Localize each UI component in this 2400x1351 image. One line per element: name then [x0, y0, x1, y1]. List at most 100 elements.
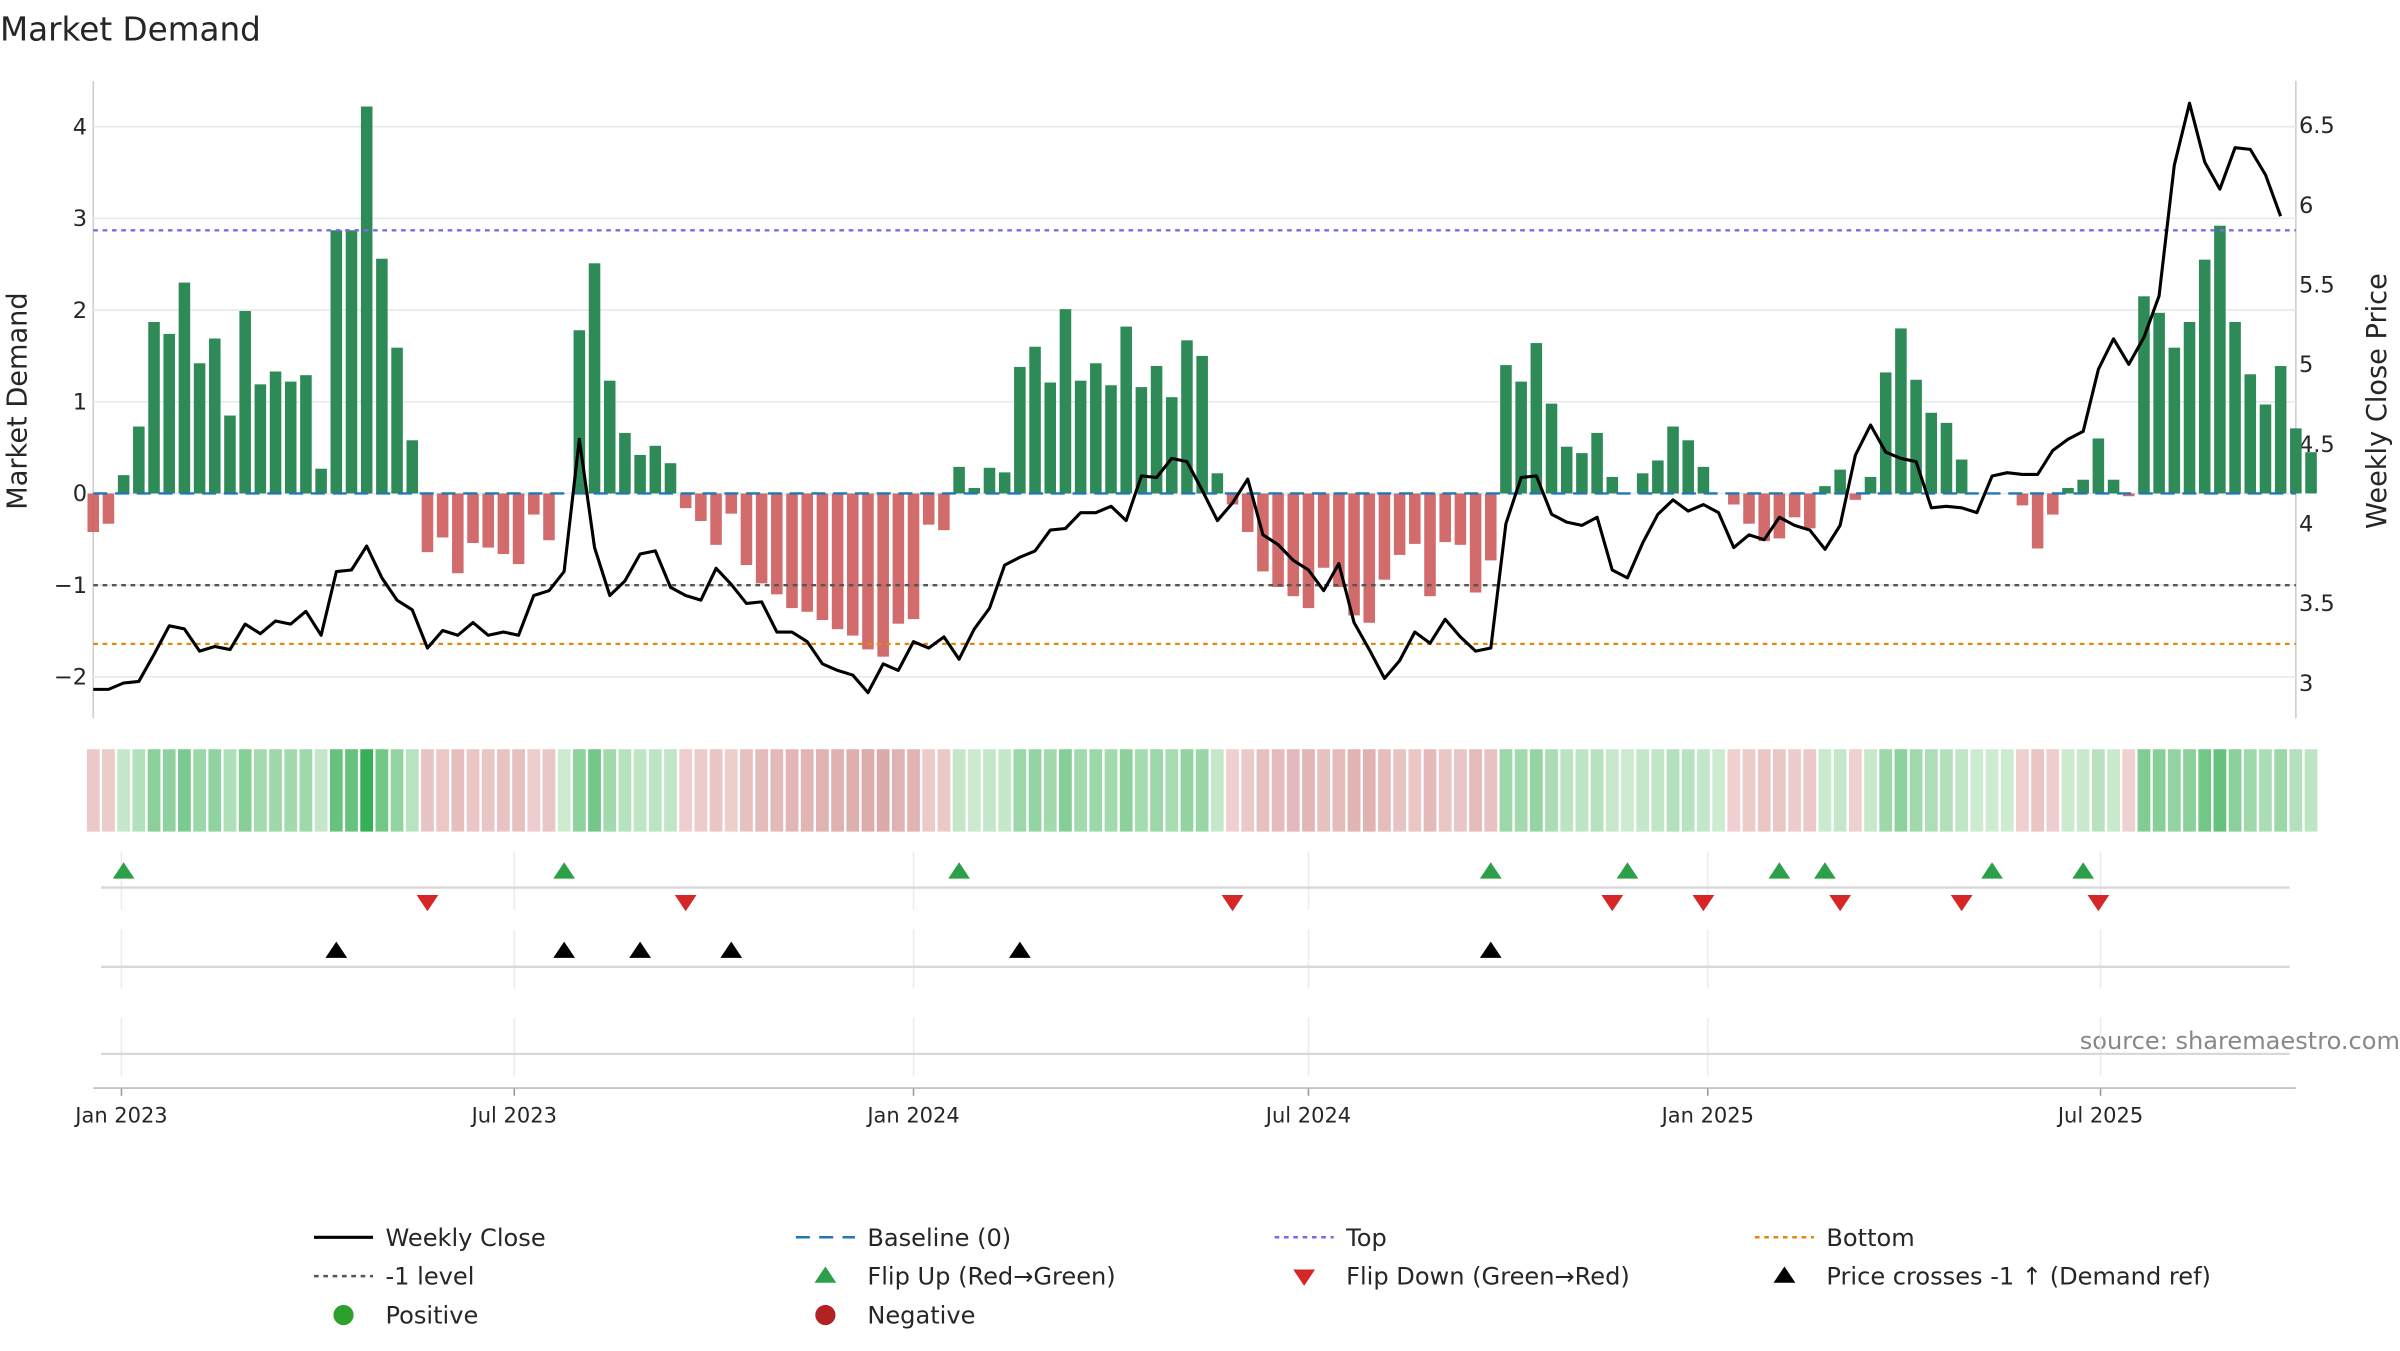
- demand-bar-negative: [679, 493, 692, 509]
- demand-bar-positive: [619, 432, 631, 494]
- heat-strip-cell: [891, 749, 905, 832]
- demand-bar-negative: [1241, 493, 1254, 532]
- demand-bar-positive: [1515, 381, 1527, 494]
- price-cross-marker: [629, 941, 651, 958]
- demand-bar-negative: [467, 493, 479, 543]
- legend-label-positive: Positive: [385, 1302, 478, 1330]
- x-tick-label: Jul 2024: [1264, 1103, 1351, 1127]
- heat-strip-cell: [952, 749, 966, 832]
- heat-strip-cell: [2016, 749, 2029, 832]
- flip-down-marker: [674, 894, 697, 912]
- chart-title: Market Demand: [0, 10, 261, 48]
- heat-strip-cell: [572, 749, 586, 832]
- heat-strip-cell: [405, 749, 419, 832]
- price-cross-marker: [720, 941, 743, 958]
- y2-tick-label: 3: [2299, 671, 2313, 697]
- demand-bar-negative: [1409, 493, 1421, 544]
- heat-strip-cell: [2274, 749, 2288, 832]
- heat-strip-cell: [588, 749, 601, 832]
- y2-tick-label: 4: [2299, 512, 2313, 538]
- demand-bar-negative: [497, 493, 510, 554]
- heat-strip-cell: [436, 749, 450, 832]
- heat-strip-cell: [542, 749, 556, 832]
- demand-bar-positive: [193, 363, 206, 494]
- heat-strip-cell: [1924, 749, 1938, 832]
- heat-strip-cell: [1393, 749, 1407, 832]
- demand-bar-positive: [133, 426, 145, 494]
- heat-strip-cell: [360, 749, 374, 832]
- demand-bar-positive: [1940, 422, 1953, 494]
- heat-strip-cell: [1529, 749, 1543, 832]
- demand-bar-negative: [87, 493, 100, 532]
- heat-strip-cell: [876, 749, 890, 832]
- x-tick-label: Jul 2023: [470, 1103, 557, 1127]
- heat-strip-cell: [800, 749, 814, 832]
- demand-bar-positive: [345, 230, 358, 494]
- demand-bar-positive: [1910, 379, 1922, 494]
- heat-strip-cell: [2183, 749, 2196, 832]
- heat-strip-cell: [2228, 749, 2242, 832]
- demand-bar-negative: [482, 493, 494, 548]
- heat-strip-cell: [1514, 749, 1528, 832]
- heat-strip-cell: [1180, 749, 1194, 832]
- flip-up-marker: [1814, 862, 1836, 879]
- demand-bar-positive: [178, 282, 191, 494]
- legend-label-price-crosses-1-demand-ref: Price crosses -1 ↑ (Demand ref): [1826, 1263, 2211, 1291]
- demand-bar-negative: [907, 493, 920, 620]
- flip-up-marker: [112, 862, 135, 879]
- heat-strip-cell: [147, 749, 161, 832]
- legend-swatch-flip-down-green-red: [1293, 1269, 1316, 1286]
- demand-bar-negative: [2016, 493, 2029, 506]
- heat-strip-cell: [2031, 749, 2044, 832]
- demand-bar-positive: [2062, 487, 2074, 494]
- heat-strip-cell: [664, 749, 677, 832]
- heat-strip-cell: [466, 749, 480, 832]
- demand-bar-negative: [512, 493, 525, 565]
- demand-bar-negative: [892, 493, 905, 624]
- flip-up-marker: [1768, 862, 1791, 879]
- heat-strip-cell: [2061, 749, 2075, 832]
- demand-bar-negative: [710, 493, 722, 545]
- demand-bar-positive: [1560, 446, 1573, 494]
- x-tick-label: Jan 2023: [73, 1103, 167, 1127]
- demand-bar-positive: [2259, 404, 2272, 494]
- demand-bar-negative: [786, 493, 798, 609]
- x-tick-label: Jul 2025: [2056, 1103, 2143, 1127]
- heat-strip-cell: [512, 749, 525, 832]
- heat-strip-cell: [1560, 749, 1574, 832]
- demand-bar-negative: [1363, 493, 1376, 623]
- demand-bar-positive: [1044, 382, 1057, 494]
- demand-bar-positive: [1074, 380, 1087, 494]
- demand-bar-positive: [163, 333, 175, 494]
- demand-bar-negative: [1454, 493, 1467, 545]
- legend-label-negative: Negative: [867, 1302, 975, 1330]
- demand-bar-negative: [1728, 493, 1740, 505]
- demand-bar-negative: [1317, 493, 1330, 568]
- heat-strip-cell: [329, 749, 343, 832]
- demand-bar-negative: [1424, 493, 1436, 597]
- demand-bar-negative: [1469, 493, 1482, 593]
- demand-bar-positive: [1819, 486, 1831, 494]
- heat-strip-cell: [1605, 749, 1619, 832]
- heat-strip-cell: [1104, 749, 1118, 832]
- demand-bar-negative: [847, 493, 859, 636]
- heat-strip-cell: [1894, 749, 1908, 832]
- demand-bar-negative: [452, 493, 464, 574]
- heat-strip-cell: [2091, 749, 2105, 832]
- flip-down-marker: [2087, 894, 2110, 912]
- demand-bar-positive: [2077, 479, 2089, 494]
- demand-bar-positive: [1014, 366, 1026, 494]
- demand-bar-negative: [421, 493, 434, 553]
- demand-bar-negative: [1484, 493, 1497, 561]
- y-axis-label: Market Demand: [2, 292, 33, 509]
- legend-label-weekly-close: Weekly Close: [385, 1224, 545, 1252]
- legend-label-bottom: Bottom: [1826, 1224, 1914, 1252]
- demand-bar-negative: [801, 493, 813, 612]
- heat-strip-cell: [421, 749, 434, 832]
- heat-strip-cell: [451, 749, 465, 832]
- demand-bar-positive: [239, 310, 251, 494]
- heat-strip-cell: [816, 749, 829, 832]
- demand-bar-negative: [436, 493, 449, 538]
- heat-strip-cell: [1879, 749, 1893, 832]
